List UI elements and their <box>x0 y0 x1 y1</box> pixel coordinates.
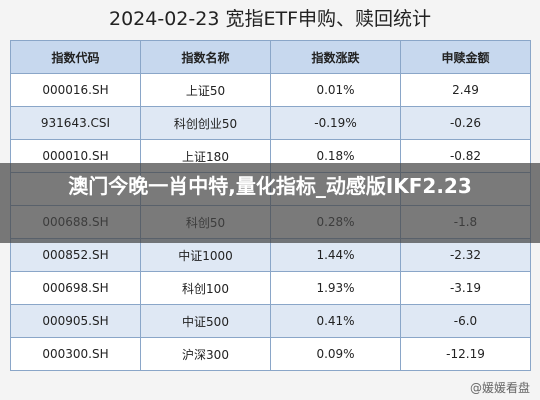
table-cell: 科创创业50 <box>140 106 271 140</box>
table-cell: -0.19% <box>270 106 401 140</box>
column-header: 指数代码 <box>10 40 141 74</box>
banner-overlay <box>0 163 540 243</box>
table-cell: 中证500 <box>140 304 271 338</box>
table-cell: 931643.CSI <box>10 106 141 140</box>
column-header: 指数名称 <box>140 40 271 74</box>
watermark: @媛媛看盘 <box>469 381 530 395</box>
table-cell: 1.93% <box>270 271 401 305</box>
table-cell: 中证1000 <box>140 238 271 272</box>
table-cell: 2.49 <box>400 73 531 107</box>
banner-text: 澳门今晚一肖中特,量化指标_动感版IKF2.23 <box>68 174 472 198</box>
table-cell: 000016.SH <box>10 73 141 107</box>
table-cell: -3.19 <box>400 271 531 305</box>
table-cell: 0.41% <box>270 304 401 338</box>
table-cell: 0.01% <box>270 73 401 107</box>
column-header: 申赎金额 <box>400 40 531 74</box>
table-cell: 000698.SH <box>10 271 141 305</box>
table-cell: 000905.SH <box>10 304 141 338</box>
table-cell: 000852.SH <box>10 238 141 272</box>
table-cell: 000300.SH <box>10 337 141 371</box>
table-cell: 沪深300 <box>140 337 271 371</box>
table-cell: -2.32 <box>400 238 531 272</box>
table-cell: -12.19 <box>400 337 531 371</box>
table-cell: 上证50 <box>140 73 271 107</box>
table-cell: 1.44% <box>270 238 401 272</box>
table-cell: -6.0 <box>400 304 531 338</box>
column-header: 指数涨跌 <box>270 40 401 74</box>
title: 2024-02-23 宽指ETF申购、赎回统计 <box>109 8 431 30</box>
table-cell: 0.09% <box>270 337 401 371</box>
table-cell: -0.26 <box>400 106 531 140</box>
table-cell: 科创100 <box>140 271 271 305</box>
